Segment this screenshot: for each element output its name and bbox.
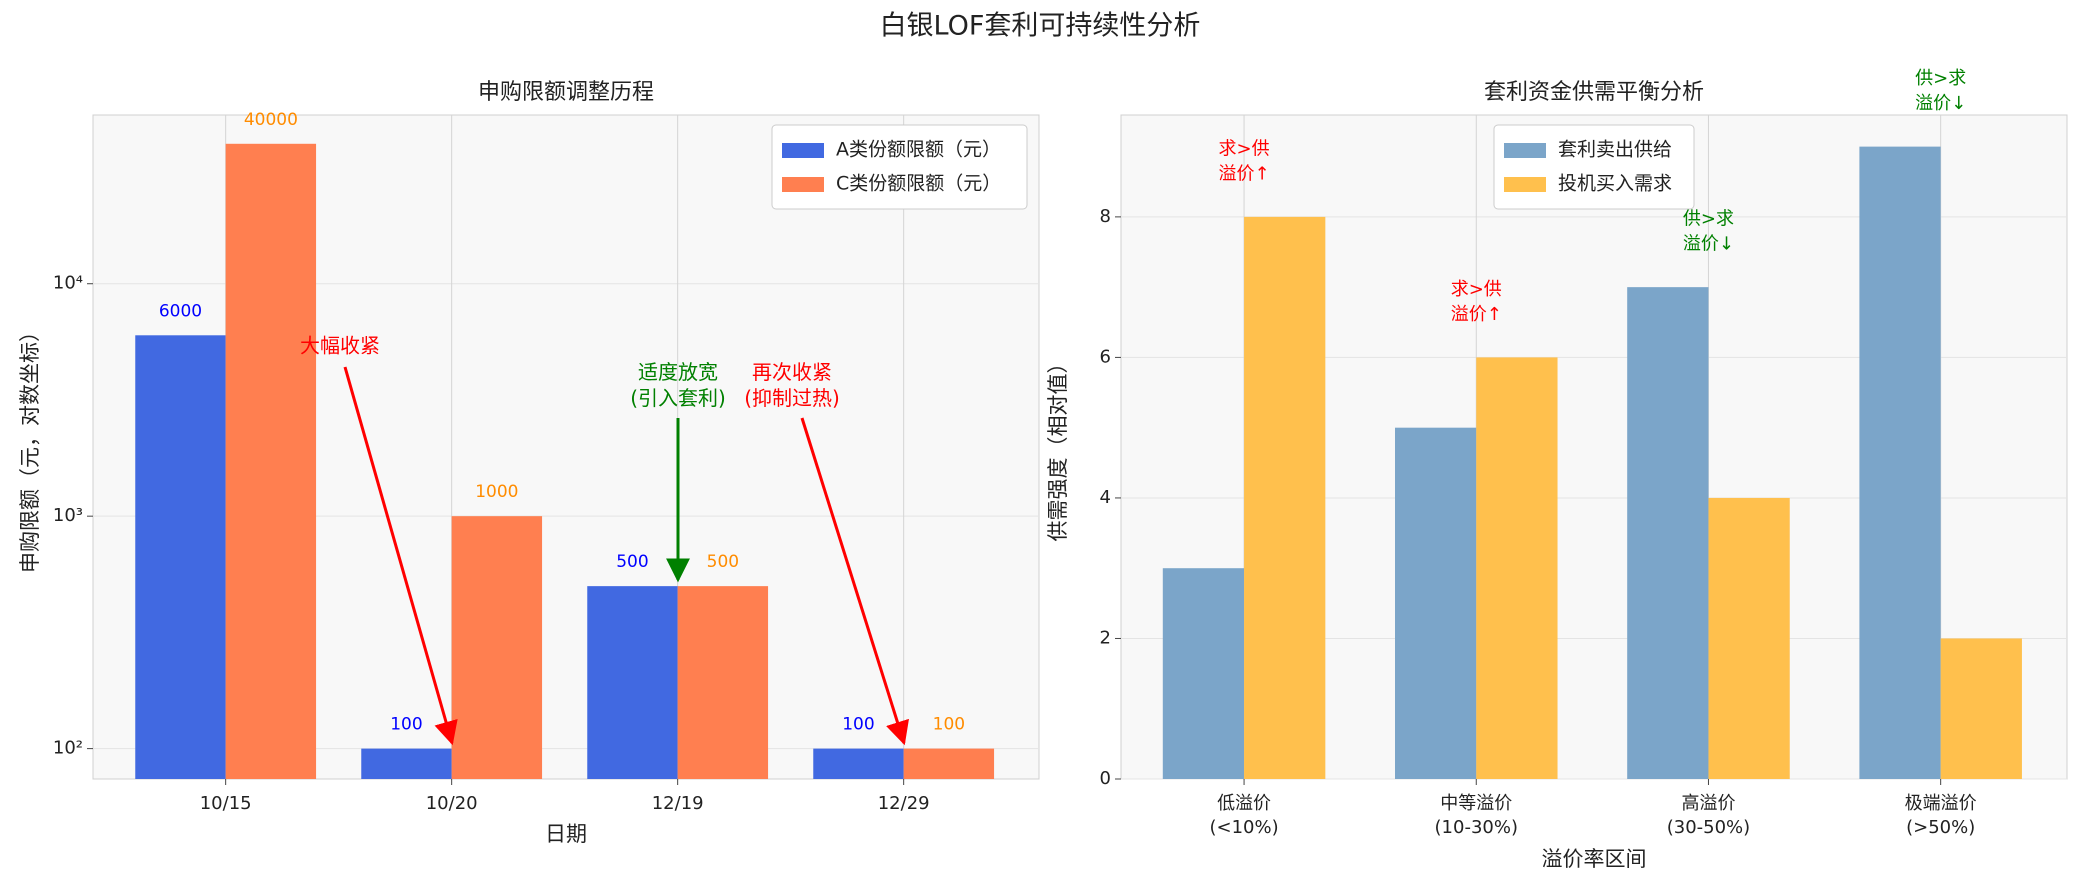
x-axis-label: 溢价率区间 — [1542, 847, 1647, 871]
annotation: 求>供溢价↑ — [1219, 138, 1270, 184]
y-tick-label: 10³ — [53, 505, 83, 526]
value-label: 100 — [933, 715, 965, 735]
y-tick-label: 4 — [1100, 487, 1111, 508]
bar — [1244, 216, 1326, 779]
value-label: 500 — [616, 552, 648, 572]
x-tick-label: 10/15 — [200, 793, 252, 814]
legend-box — [771, 124, 1028, 210]
legend-swatch — [1504, 143, 1546, 158]
y-axis-label: 申购限额（元，对数坐标） — [18, 321, 42, 573]
bar — [451, 516, 543, 779]
bar — [1476, 357, 1558, 779]
bar — [677, 586, 769, 779]
legend-label: 投机买入需求 — [1558, 173, 1672, 195]
bar — [903, 748, 995, 779]
x-tick-label: 高溢价(30-50%) — [1667, 793, 1750, 838]
y-tick-label: 0 — [1100, 768, 1111, 789]
bar — [361, 748, 452, 779]
legend-swatch — [782, 177, 824, 192]
value-label: 100 — [842, 715, 874, 735]
annotation: 适度放宽(引入套利) — [630, 360, 726, 410]
legend-swatch — [1504, 177, 1546, 192]
value-label: 500 — [707, 552, 739, 572]
legend-label: A类份额限额（元） — [836, 139, 1001, 161]
chart-title: 套利资金供需平衡分析 — [1484, 80, 1704, 105]
bar — [1627, 287, 1709, 779]
y-tick-label: 8 — [1100, 206, 1111, 227]
annotation: 供>求溢价↓ — [1683, 209, 1734, 255]
y-tick-label: 6 — [1100, 346, 1111, 367]
value-label: 100 — [390, 715, 422, 735]
x-tick-label: 10/20 — [426, 793, 478, 814]
value-label: 1000 — [475, 482, 518, 502]
legend-label: C类份额限额（元） — [836, 173, 1001, 195]
x-tick-label: 低溢价(<10%) — [1209, 793, 1278, 838]
bar — [1859, 146, 1941, 780]
bar — [1162, 568, 1245, 779]
bar — [1940, 638, 2022, 779]
bar — [813, 748, 904, 779]
value-label: 6000 — [159, 301, 202, 321]
legend-swatch — [782, 143, 824, 158]
legend-label: 套利卖出供给 — [1558, 139, 1672, 161]
x-tick-label: 极端溢价(>50%) — [1905, 793, 1977, 838]
y-axis-label: 供需强度（相对值） — [1046, 353, 1070, 542]
annotation: 大幅收紧 — [300, 334, 380, 358]
annotation: 再次收紧(抑制过热) — [744, 360, 840, 410]
annotation-arrow — [800, 417, 909, 746]
bar — [1394, 427, 1477, 779]
x-tick-label: 12/29 — [878, 793, 930, 814]
annotation: 供>求溢价↓ — [1915, 68, 1966, 114]
chart-title: 申购限额调整历程 — [478, 80, 654, 105]
bar — [1708, 497, 1790, 779]
value-label: 40000 — [244, 110, 298, 130]
figure-title: 白银LOF套利可持续性分析 — [880, 11, 1201, 42]
y-tick-label: 10² — [53, 738, 83, 759]
bar — [225, 143, 317, 779]
annotation: 求>供溢价↑ — [1451, 279, 1502, 325]
annotation-arrow — [343, 366, 458, 746]
bar — [587, 586, 678, 779]
y-tick-label: 10⁴ — [53, 273, 83, 294]
bar — [135, 335, 226, 779]
x-tick-label: 中等溢价(10-30%) — [1435, 793, 1518, 838]
x-axis-label: 日期 — [545, 822, 587, 846]
y-tick-label: 2 — [1100, 627, 1111, 648]
x-tick-label: 12/19 — [652, 793, 704, 814]
